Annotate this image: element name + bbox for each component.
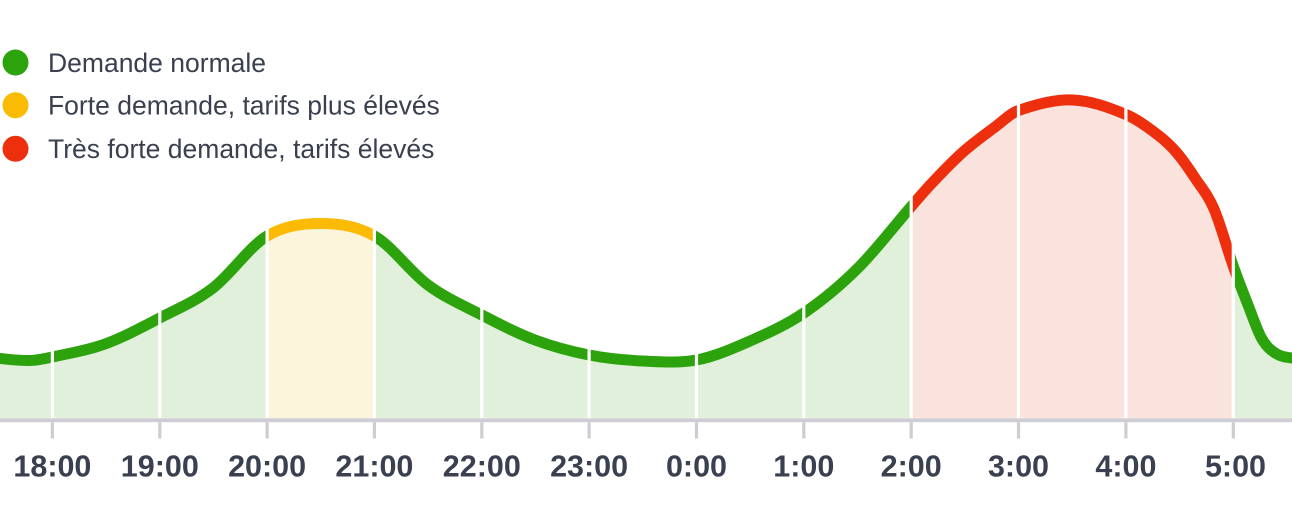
svg-text:3:00: 3:00 (988, 450, 1049, 484)
svg-text:22:00: 22:00 (443, 450, 521, 484)
svg-text:4:00: 4:00 (1095, 450, 1156, 484)
svg-text:0:00: 0:00 (666, 450, 727, 484)
svg-text:Forte demande, tarifs plus éle: Forte demande, tarifs plus élevés (48, 91, 440, 121)
svg-text:23:00: 23:00 (550, 450, 628, 484)
svg-text:21:00: 21:00 (335, 450, 413, 484)
svg-text:20:00: 20:00 (228, 450, 306, 484)
svg-text:19:00: 19:00 (121, 450, 199, 484)
svg-text:18:00: 18:00 (13, 450, 91, 484)
svg-text:Demande normale: Demande normale (48, 48, 266, 78)
svg-text:5:00: 5:00 (1205, 450, 1266, 484)
svg-text:2:00: 2:00 (881, 450, 942, 484)
svg-text:1:00: 1:00 (773, 450, 834, 484)
svg-text:Très forte demande, tarifs éle: Très forte demande, tarifs élevés (48, 134, 434, 164)
